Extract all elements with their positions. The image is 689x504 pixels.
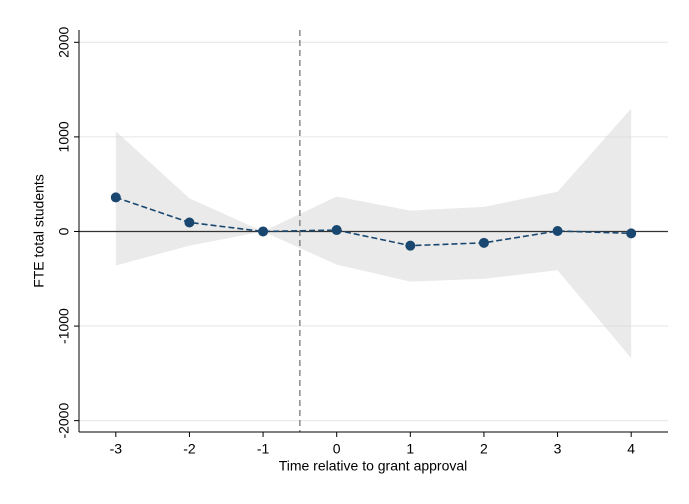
y-tick-label: 1000	[56, 121, 72, 152]
y-axis-title: FTE total students	[31, 174, 47, 288]
x-tick-label: 0	[333, 441, 341, 457]
confidence-band	[115, 108, 632, 359]
x-tick-label: -2	[183, 441, 196, 457]
point	[626, 228, 637, 239]
point	[258, 226, 269, 237]
y-tick-label: 2000	[56, 27, 72, 58]
y-tick-label: -2000	[56, 403, 72, 439]
point	[331, 225, 342, 236]
x-axis-title: Time relative to grant approval	[279, 458, 468, 474]
series-line	[115, 196, 632, 247]
point	[405, 240, 416, 251]
x-tick-label: -3	[110, 441, 123, 457]
x-tick-label: 4	[627, 441, 635, 457]
point	[552, 226, 563, 236]
y-tick-label: -1000	[56, 308, 72, 344]
point	[110, 192, 121, 203]
x-tick-label: 1	[406, 441, 414, 457]
point	[478, 237, 489, 248]
x-tick-label: 3	[554, 441, 562, 457]
point	[184, 217, 195, 228]
x-tick-label: 2	[480, 441, 488, 457]
x-tick-label: -1	[257, 441, 270, 457]
y-tick-label: 0	[56, 227, 72, 235]
